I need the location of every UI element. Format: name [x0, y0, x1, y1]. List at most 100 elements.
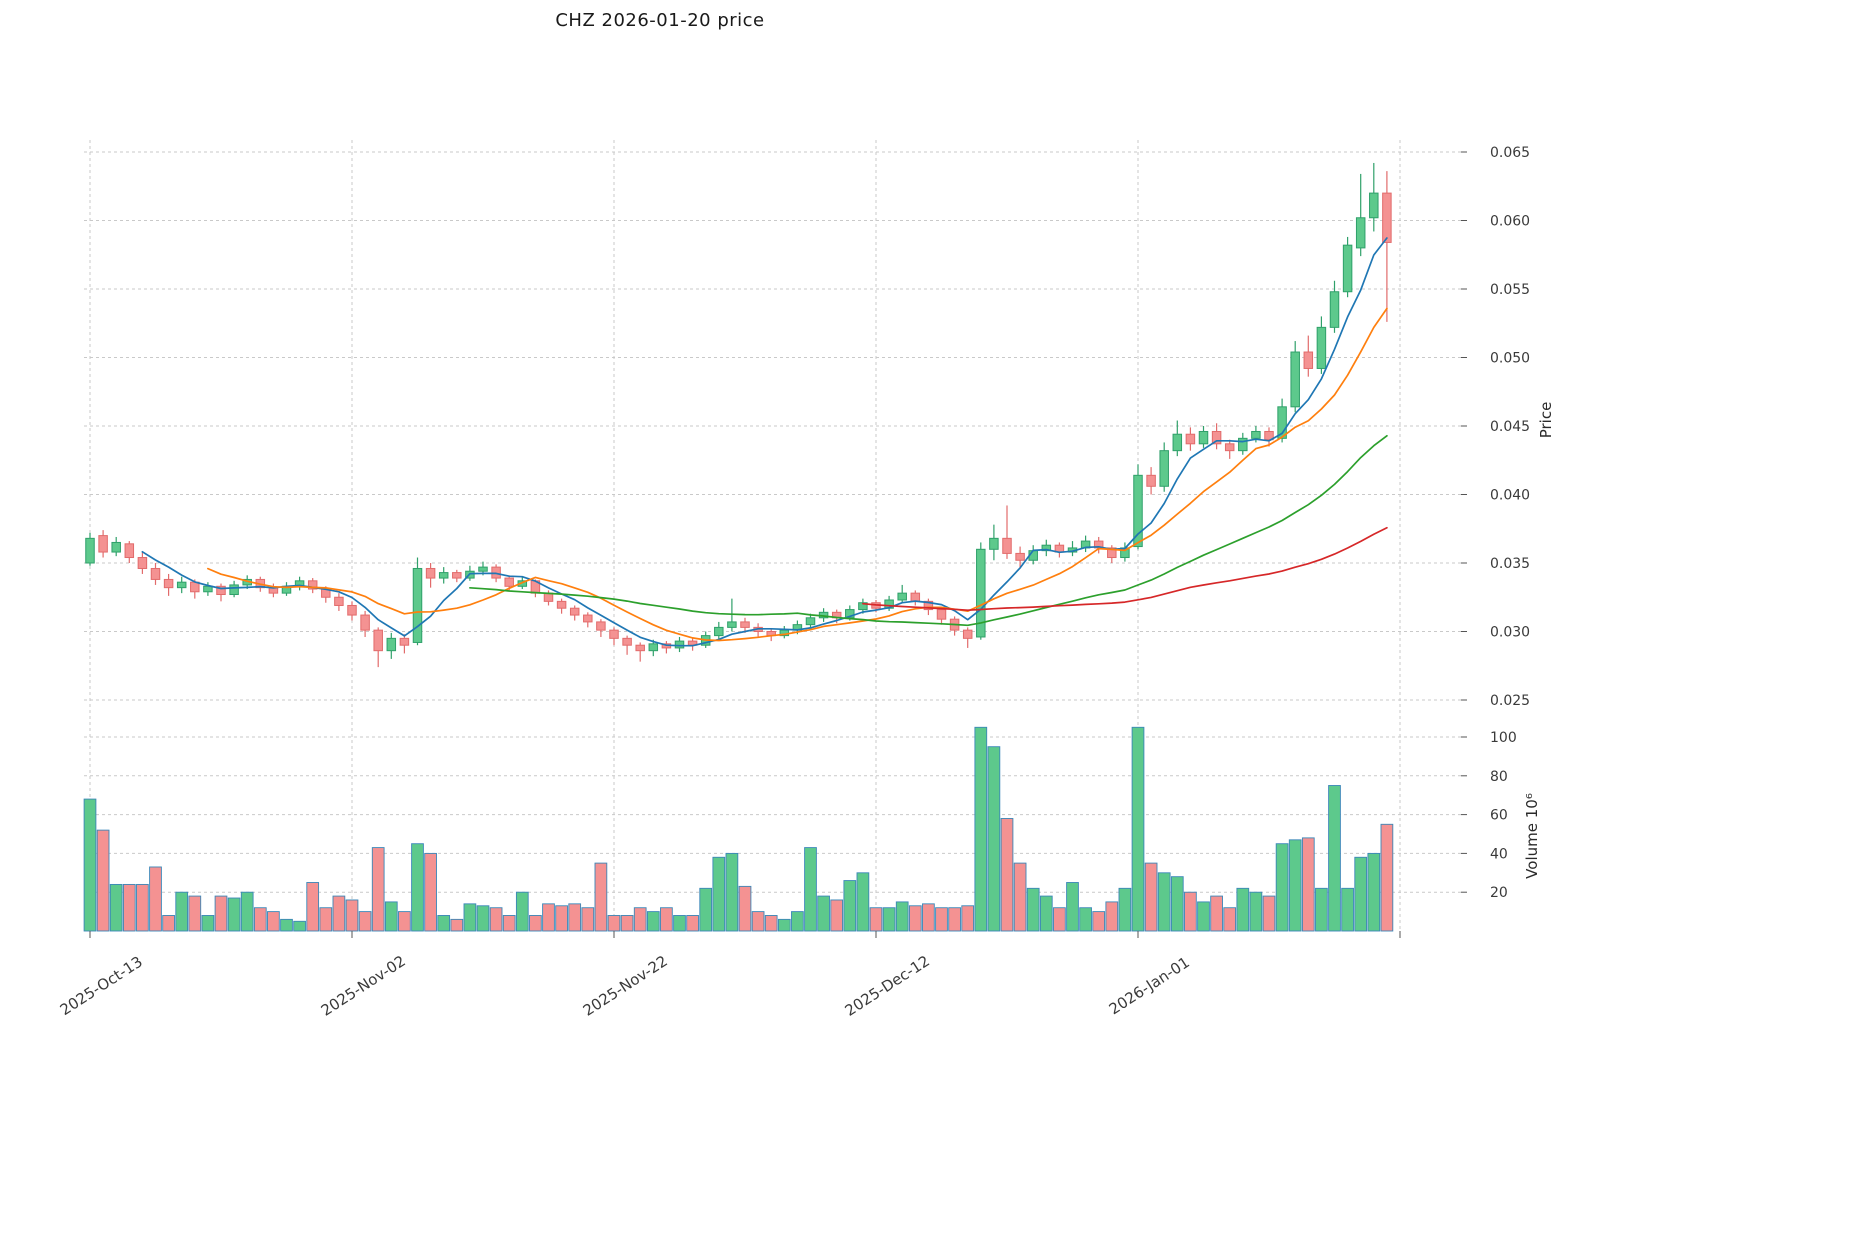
- candle-body: [1198, 430, 1209, 445]
- price-tick-label: 0.055: [1490, 282, 1530, 298]
- candle-body: [124, 543, 135, 559]
- volume-bar: [201, 915, 215, 932]
- volume-bar: [502, 915, 516, 932]
- price-tick-label: 0.035: [1490, 556, 1530, 572]
- candle-body: [360, 614, 370, 631]
- volume-bar: [1118, 887, 1132, 932]
- volume-bar: [1092, 911, 1106, 932]
- volume-bar: [83, 798, 97, 932]
- volume-bar: [280, 918, 293, 932]
- price-tick-label: 0.025: [1490, 693, 1530, 709]
- volume-bar: [895, 901, 909, 932]
- candle-body: [569, 607, 580, 616]
- volume-bar: [804, 847, 817, 932]
- x-tick-label: 2025-Oct-13: [57, 953, 146, 1020]
- candle-body: [648, 643, 659, 652]
- candle-body: [386, 637, 397, 652]
- x-tick-label: 2025-Dec-12: [842, 952, 933, 1020]
- volume-bar: [476, 905, 490, 932]
- candle-body: [989, 537, 999, 550]
- candle-body: [150, 567, 161, 580]
- volume-bar: [1380, 823, 1394, 932]
- volume-bar: [764, 915, 778, 932]
- candle-body: [1369, 192, 1379, 219]
- volume-bar: [961, 905, 975, 932]
- volume-bar: [620, 915, 634, 932]
- volume-bar: [1328, 785, 1341, 932]
- volume-bar: [1170, 876, 1184, 932]
- volume-bar: [371, 847, 385, 932]
- candle-body: [307, 580, 318, 590]
- ma-line-5: [141, 237, 1388, 647]
- candle-body: [1238, 437, 1248, 452]
- volume-bar: [673, 915, 686, 932]
- candle-body: [1342, 244, 1353, 293]
- candle-body: [1133, 474, 1143, 548]
- candle-body: [897, 592, 907, 601]
- volume-bar: [345, 899, 359, 932]
- volume-bar: [1131, 726, 1145, 932]
- volume-bar: [738, 885, 752, 932]
- volume-bar: [699, 887, 713, 932]
- volume-bar: [1026, 887, 1040, 932]
- volume-bar: [908, 905, 922, 932]
- grid-lines: [84, 140, 1461, 931]
- candle-body: [1146, 474, 1156, 487]
- volume-bar: [398, 911, 411, 932]
- volume-bar: [1197, 901, 1210, 932]
- volume-bar: [935, 907, 948, 932]
- candle-body: [1277, 406, 1287, 439]
- candle-body: [1159, 450, 1169, 487]
- candle-body: [137, 557, 148, 569]
- volume-bar: [450, 918, 464, 932]
- volume-bar: [463, 903, 477, 932]
- volume-bar: [96, 829, 110, 932]
- candle-body: [1264, 430, 1274, 441]
- candle-body: [504, 577, 514, 587]
- candle-body: [163, 578, 174, 589]
- candle-body: [936, 609, 947, 620]
- candle-body: [1316, 326, 1327, 369]
- volume-bar: [646, 911, 660, 932]
- candle-body: [910, 592, 921, 602]
- volume-bar: [633, 907, 647, 932]
- candle-body: [1002, 537, 1012, 554]
- candle-body: [740, 621, 750, 628]
- price-tick-label: 0.050: [1490, 351, 1530, 367]
- volume-bar: [948, 907, 961, 932]
- candle-body: [962, 629, 973, 639]
- volume-bar: [751, 911, 765, 932]
- volume-bar: [214, 895, 228, 932]
- volume-bar: [581, 907, 595, 932]
- volume-bar: [974, 726, 988, 932]
- volume-bar: [1236, 887, 1250, 932]
- ma-line-30: [469, 434, 1388, 627]
- candle-body: [373, 629, 383, 652]
- volume-bar: [149, 866, 162, 932]
- price-tick-label: 0.030: [1490, 625, 1530, 641]
- candle-body: [216, 585, 226, 596]
- candle-body: [85, 537, 95, 564]
- candle-body: [478, 566, 488, 572]
- volume-bar: [162, 915, 175, 932]
- volume-bar: [1184, 891, 1197, 932]
- candle-body: [1355, 217, 1366, 249]
- candle-body: [1041, 544, 1052, 552]
- candle-body: [399, 637, 410, 646]
- volume-bar: [175, 891, 189, 932]
- candle-body: [438, 572, 449, 579]
- volume-bar: [542, 903, 555, 932]
- volume-bar: [122, 883, 136, 932]
- candle-body: [1107, 547, 1117, 559]
- volume-bar: [253, 907, 267, 932]
- candle-body: [635, 644, 645, 652]
- volume-bar: [1223, 907, 1237, 932]
- volume-bar: [1157, 872, 1171, 932]
- price-tick-label: 0.060: [1490, 214, 1530, 230]
- candle-body: [1172, 433, 1183, 452]
- volume-bar: [1105, 901, 1119, 932]
- candle-body: [1382, 192, 1392, 243]
- price-tick-label: 0.040: [1490, 488, 1530, 504]
- candle-body: [452, 572, 462, 579]
